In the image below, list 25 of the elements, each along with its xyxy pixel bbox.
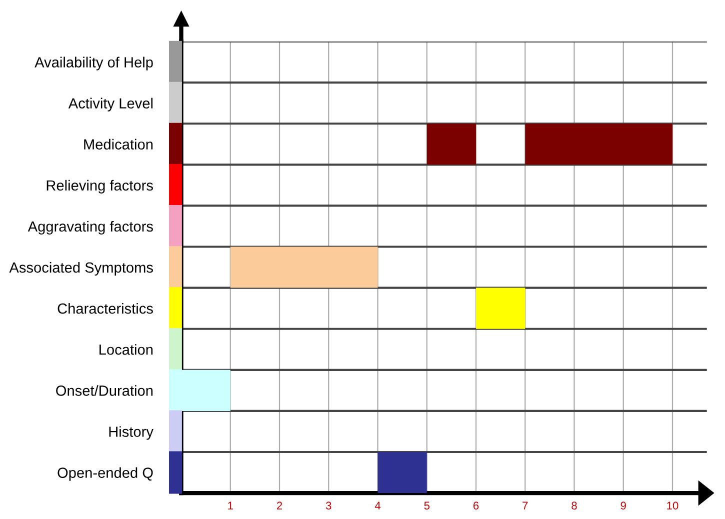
y-tick-label: Relieving factors xyxy=(46,180,153,194)
x-tick-label: 9 xyxy=(620,502,626,510)
y-tick-label: History xyxy=(109,426,154,440)
y-tick-label: Location xyxy=(100,344,153,355)
y-tick-label: Onset/Duration xyxy=(56,385,153,396)
bar xyxy=(525,124,672,165)
y-tick-label: Associated Symptoms xyxy=(9,262,153,276)
x-tick-label: 10 xyxy=(667,502,678,510)
y-tick-label: Medication xyxy=(84,138,153,150)
bar xyxy=(476,288,526,329)
x-tick-label: 1 xyxy=(228,502,233,510)
x-tick-label: 6 xyxy=(473,502,479,510)
bar xyxy=(378,452,427,494)
y-tick-label: Aggravating factors xyxy=(28,220,153,235)
y-tick-label: Activity Level xyxy=(68,98,152,112)
y-tick-label: Open-ended Q xyxy=(58,467,153,481)
x-tick-label: 2 xyxy=(276,502,282,510)
x-tick-label: 7 xyxy=(522,502,528,510)
y-tick-label: Characteristics xyxy=(58,303,153,314)
x-tick-label: 8 xyxy=(572,502,577,510)
x-tick-label: 4 xyxy=(374,502,381,510)
x-tick-label: 5 xyxy=(424,502,430,510)
x-tick-label: 3 xyxy=(326,502,332,510)
bar xyxy=(230,246,378,288)
y-tick-label: Availability of Help xyxy=(34,56,153,70)
